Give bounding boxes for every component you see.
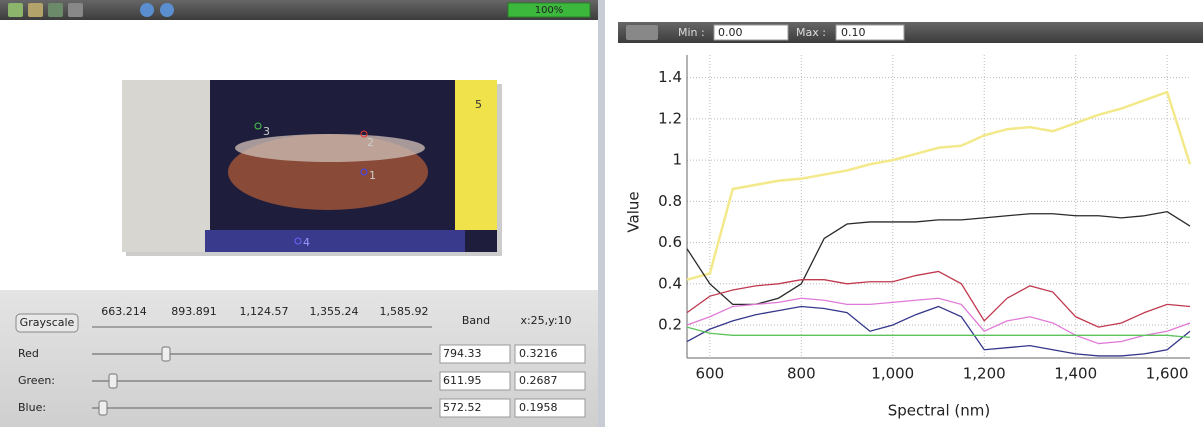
row-label: Green:	[18, 374, 55, 387]
marker-label: 1	[369, 169, 376, 182]
row-value: 0.1958	[519, 401, 558, 414]
x-tick-label: 1,600	[1146, 365, 1189, 383]
y-tick-label: 1	[672, 151, 682, 169]
scale-label: 893.891	[171, 305, 217, 318]
column-header: Band	[462, 314, 490, 327]
marker-label: 2	[367, 136, 374, 149]
x-tick-label: 1,000	[871, 365, 914, 383]
slider-thumb	[162, 347, 170, 361]
marker-label: 4	[303, 236, 310, 249]
fit-button[interactable]	[48, 3, 63, 17]
scale-label: 1,355.24	[310, 305, 359, 318]
app: 100% 1 2 3 4 5 Grayscale 663.214 893.891…	[0, 0, 1203, 427]
row-value: 0.3216	[519, 347, 558, 360]
min-label: Min :	[678, 26, 705, 39]
row-label: Blue:	[18, 401, 46, 414]
y-tick-label: 0.2	[658, 316, 682, 334]
zoom-in-button[interactable]	[8, 3, 23, 17]
progress-text: 100%	[535, 5, 564, 16]
y-tick-label: 1.4	[658, 68, 682, 86]
band-value: 794.33	[443, 347, 482, 360]
rotate-right-button[interactable]	[160, 3, 174, 17]
scale-label: 663.214	[101, 305, 147, 318]
y-axis-title: Value	[625, 191, 643, 232]
y-tick-label: 0.6	[658, 233, 682, 251]
band-value: 572.52	[443, 401, 482, 414]
scale-label: 1,124.57	[240, 305, 289, 318]
save-button[interactable]	[626, 25, 658, 40]
sample-image	[122, 80, 502, 256]
slider-thumb	[109, 374, 117, 388]
right-panel	[605, 0, 1203, 427]
x-tick-label: 600	[696, 365, 725, 383]
min-value: 0.00	[718, 26, 743, 39]
position-label: x:25,y:10	[520, 314, 571, 327]
slider-thumb	[99, 401, 107, 415]
band-value: 611.95	[443, 374, 482, 387]
marker-label: 5	[475, 98, 482, 111]
max-label: Max :	[796, 26, 826, 39]
x-tick-label: 1,200	[963, 365, 1006, 383]
zoom-out-button[interactable]	[28, 3, 43, 17]
x-axis-title: Spectral (nm)	[888, 402, 991, 420]
chart-toolbar	[618, 22, 1203, 43]
rotate-left-button[interactable]	[140, 3, 154, 17]
button-label: Grayscale	[20, 316, 75, 329]
marker-label: 3	[263, 125, 270, 138]
max-value: 0.10	[841, 26, 866, 39]
scale-label: 1,585.92	[380, 305, 429, 318]
y-tick-label: 1.2	[658, 109, 682, 127]
row-label: Red	[18, 347, 39, 360]
x-tick-label: 800	[787, 365, 816, 383]
y-tick-label: 0.4	[658, 274, 682, 292]
y-tick-label: 0.8	[658, 192, 682, 210]
page: 100% 1 2 3 4 5 Grayscale 663.214 893.891…	[0, 0, 1203, 427]
settings-button[interactable]	[68, 3, 83, 17]
x-tick-label: 1,400	[1054, 365, 1097, 383]
splitter	[598, 0, 605, 427]
row-value: 0.2687	[519, 374, 558, 387]
